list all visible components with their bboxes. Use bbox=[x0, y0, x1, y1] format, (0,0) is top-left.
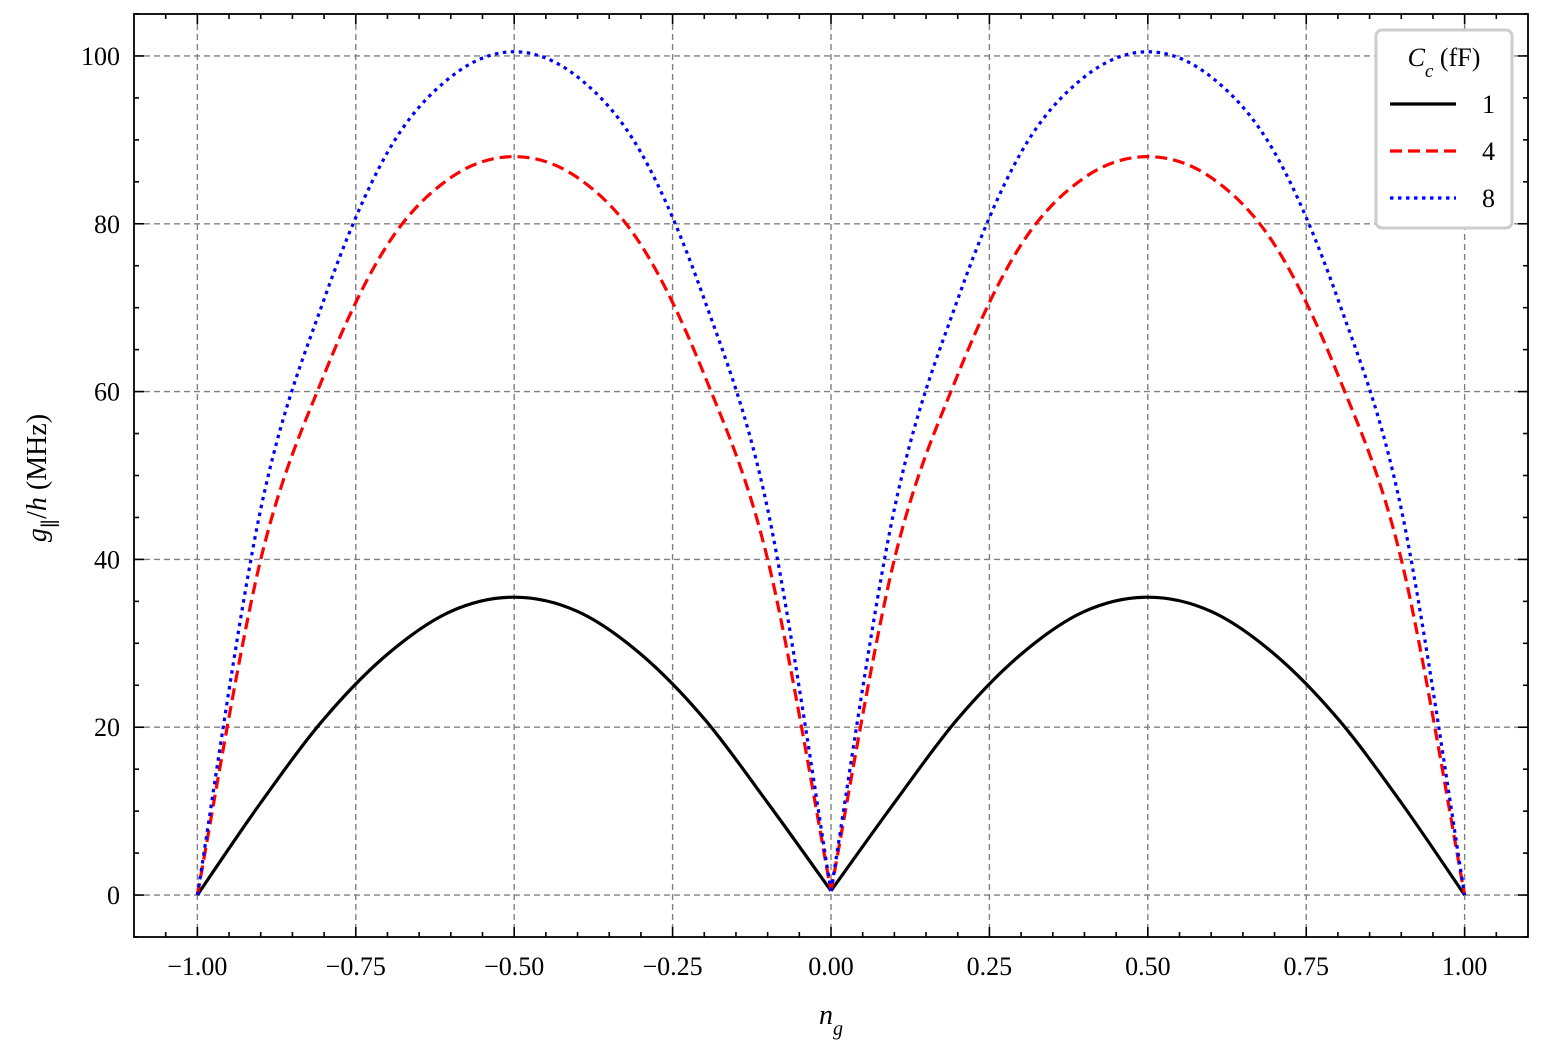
ticks bbox=[134, 13, 1528, 938]
series-8-line bbox=[195, 50, 1467, 896]
x-tick-label: 0.25 bbox=[967, 952, 1013, 981]
series-4-line bbox=[195, 155, 1467, 896]
y-tick-label: 60 bbox=[94, 378, 120, 407]
y-tick-label: 80 bbox=[94, 210, 120, 239]
y-tick-label: 20 bbox=[94, 713, 120, 742]
series-layer bbox=[195, 50, 1467, 896]
x-tick-label: 0.75 bbox=[1283, 952, 1329, 981]
tick-labels: −1.00 −0.75 −0.50 −0.25 0.00 0.25 0.50 0.75 1.00… bbox=[81, 42, 1487, 981]
x-axis-label: ng bbox=[819, 1000, 843, 1040]
y-tick-label: 100 bbox=[81, 42, 120, 71]
legend-label-4: 4 bbox=[1482, 137, 1495, 166]
legend-label-8: 8 bbox=[1482, 184, 1495, 213]
x-tick-label: 0.50 bbox=[1125, 952, 1171, 981]
y-tick-label: 0 bbox=[107, 881, 120, 910]
legend-items: 1 4 8 bbox=[1390, 90, 1495, 213]
legend-title: Cc (fF) bbox=[1408, 43, 1481, 82]
legend: Cc (fF) 1 4 8 bbox=[1374, 28, 1514, 230]
grid bbox=[134, 14, 1528, 937]
x-tick-label: 1.00 bbox=[1442, 952, 1488, 981]
legend-box bbox=[1374, 28, 1514, 230]
y-axis-label: g∥/h (MHz) bbox=[22, 414, 62, 542]
legend-label-1: 1 bbox=[1482, 90, 1495, 119]
x-tick-label: −0.50 bbox=[484, 952, 544, 981]
x-tick-label: 0.00 bbox=[808, 952, 854, 981]
x-tick-label: −1.00 bbox=[167, 952, 227, 981]
y-tick-label: 40 bbox=[94, 545, 120, 574]
x-tick-label: −0.75 bbox=[326, 952, 386, 981]
x-tick-label: −0.25 bbox=[643, 952, 703, 981]
series-1-line bbox=[196, 595, 1466, 896]
